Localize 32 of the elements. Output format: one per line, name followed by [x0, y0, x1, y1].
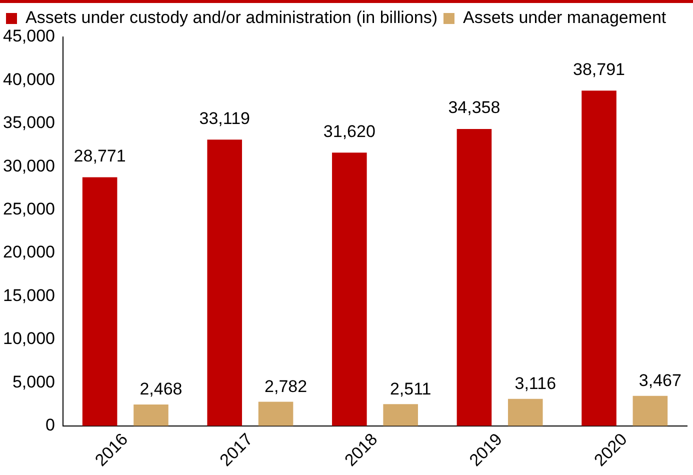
bar: [258, 402, 294, 426]
y-tick-label: 15,000: [2, 286, 55, 305]
data-label: 2,468: [140, 380, 182, 399]
data-label: 3,467: [638, 371, 682, 390]
data-label: 33,119: [199, 108, 250, 128]
y-tick-label: 25,000: [2, 200, 55, 218]
bar: [332, 152, 367, 426]
y-tick-label: 0: [46, 416, 55, 435]
data-label: 2,782: [264, 376, 308, 396]
legend-label: Assets under custody and/or administration (in billions): [26, 8, 438, 28]
legend-label: Assets under management: [462, 8, 666, 28]
y-tick-label: 30,000: [2, 156, 55, 176]
data-label: 28,771: [74, 146, 126, 166]
bar: [632, 396, 668, 426]
bar: [82, 177, 118, 426]
data-label: 2,511: [390, 379, 432, 398]
y-tick-label: 45,000: [2, 26, 55, 46]
y-tick-label: 35,000: [2, 113, 55, 132]
data-label: 34,358: [448, 98, 500, 118]
y-tick-label: 20,000: [2, 242, 55, 262]
bar: [383, 404, 418, 426]
bar: [134, 404, 168, 426]
data-label: 31,620: [323, 122, 376, 141]
y-tick-label: 5,000: [12, 372, 55, 392]
y-tick-label: 10,000: [2, 329, 55, 348]
data-label: 38,791: [573, 60, 626, 79]
bar: [207, 140, 242, 426]
bar: [508, 398, 543, 426]
bar: [456, 128, 492, 426]
y-tick-label: 40,000: [2, 70, 55, 89]
data-label: 3,116: [514, 374, 556, 394]
bar: [582, 90, 616, 426]
